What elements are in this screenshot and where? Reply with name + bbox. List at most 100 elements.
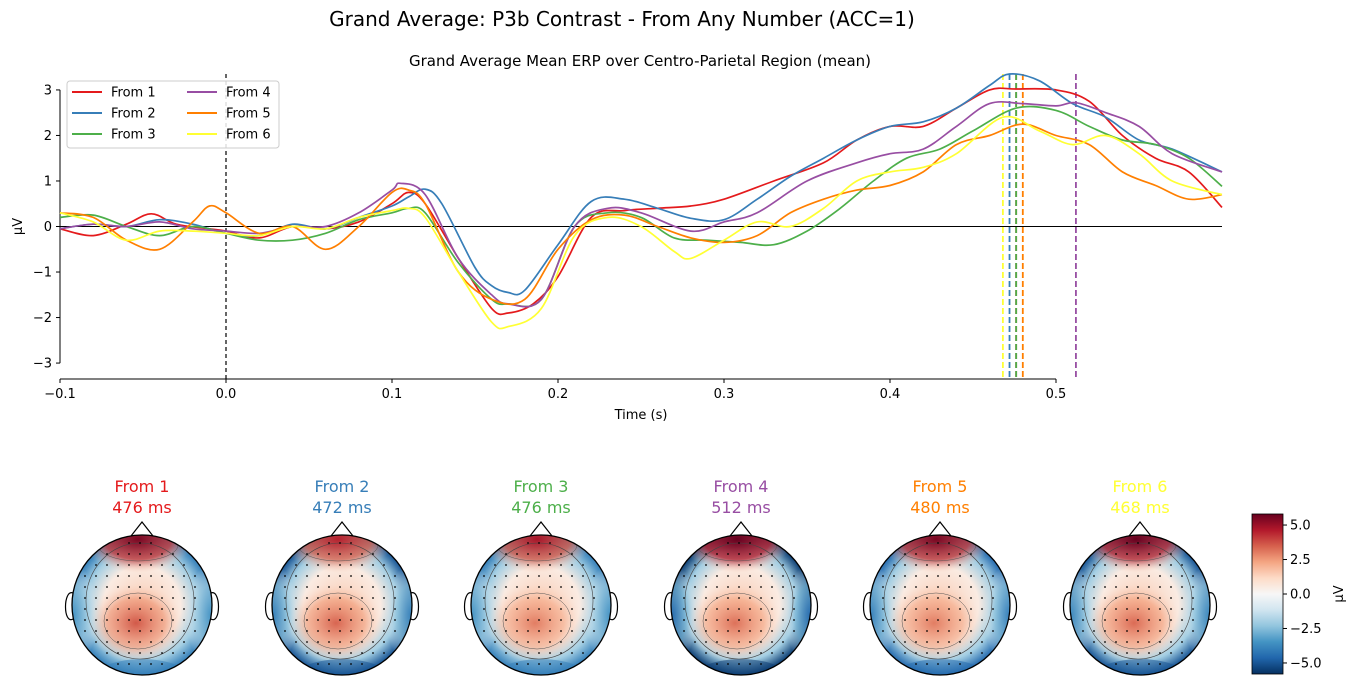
- electrode-dot: [970, 619, 972, 621]
- electrode-dot: [95, 564, 97, 566]
- figure-suptitle: Grand Average: P3b Contrast - From Any N…: [329, 7, 915, 31]
- electrode-dot: [560, 564, 562, 566]
- electrode-dot: [117, 630, 119, 632]
- electrode-dot: [705, 630, 707, 632]
- electrode-dot: [128, 652, 130, 654]
- electrode-dot: [128, 586, 130, 588]
- electrode-dot: [317, 575, 319, 577]
- electrode-dot: [194, 630, 196, 632]
- electrode-dot: [339, 542, 341, 544]
- electrode-dot: [84, 630, 86, 632]
- electrode-dot: [350, 553, 352, 555]
- x-tick-label: 0.5: [1046, 387, 1067, 402]
- head-outline: [271, 534, 413, 676]
- electrode-dot: [970, 597, 972, 599]
- electrode-dot: [383, 586, 385, 588]
- field-parietal: [88, 583, 184, 663]
- electrode-dot: [161, 608, 163, 610]
- topomap-from-5: From 5 480 ms: [862, 477, 1018, 676]
- electrode-dot: [350, 586, 352, 588]
- electrode-dot: [194, 597, 196, 599]
- x-tick-label: 0.4: [880, 387, 901, 402]
- electrode-dot: [350, 652, 352, 654]
- electrode-dot: [893, 564, 895, 566]
- electrode-dot: [84, 597, 86, 599]
- electrode-dot: [1082, 619, 1084, 621]
- electrode-dot: [1170, 608, 1172, 610]
- electrode-dot: [150, 564, 152, 566]
- head-outline: [670, 534, 812, 676]
- electrode-dot: [538, 630, 540, 632]
- electrode-dot: [183, 564, 185, 566]
- electrode-dot: [372, 608, 374, 610]
- colorbar-gradient: [1251, 513, 1284, 675]
- electrode-dot: [527, 553, 529, 555]
- electrode-dot: [959, 608, 961, 610]
- electrode-dot: [915, 619, 917, 621]
- electrode-dot: [1181, 586, 1183, 588]
- electrode-dot: [959, 630, 961, 632]
- electrode-dot: [350, 619, 352, 621]
- electrode-dot: [394, 630, 396, 632]
- electrode-dot: [494, 630, 496, 632]
- electrode-dot: [84, 608, 86, 610]
- electrode-dot: [1104, 630, 1106, 632]
- colorbar-tick-label: −2.5: [1290, 622, 1322, 637]
- electrode-dot: [1170, 553, 1172, 555]
- electrode-dot: [95, 608, 97, 610]
- electrode-dot: [128, 542, 130, 544]
- field-frontal: [481, 535, 593, 573]
- electrode-dot: [317, 630, 319, 632]
- topomap-time-label: 472 ms: [312, 498, 372, 517]
- electrode-dot: [306, 597, 308, 599]
- electrode-dot: [284, 586, 286, 588]
- electrode-dot: [1159, 564, 1161, 566]
- head-nose: [928, 521, 952, 537]
- electrode-dot: [959, 619, 961, 621]
- electrode-dot: [1181, 619, 1183, 621]
- chart-title: Grand Average Mean ERP over Centro-Parie…: [409, 52, 871, 70]
- erp-line-chart: Grand Average Mean ERP over Centro-Parie…: [11, 52, 1223, 423]
- electrode-dot: [727, 564, 729, 566]
- electrode-dot: [749, 542, 751, 544]
- electrode-dot: [981, 619, 983, 621]
- electrode-dot: [560, 553, 562, 555]
- electrode-dot: [150, 542, 152, 544]
- electrode-dot: [915, 641, 917, 643]
- electrode-dot: [549, 553, 551, 555]
- electrode-dot: [582, 564, 584, 566]
- legend-label: From 3: [111, 128, 156, 143]
- electrode-dot: [683, 575, 685, 577]
- electrode-dot: [694, 597, 696, 599]
- electrode-dot: [915, 564, 917, 566]
- head-nose: [729, 521, 753, 537]
- electrode-dot: [593, 608, 595, 610]
- electrode-dot: [1170, 630, 1172, 632]
- electrode-dot: [128, 619, 130, 621]
- electrode-dot: [1170, 575, 1172, 577]
- electrode-dot: [560, 608, 562, 610]
- electrode-dot: [948, 619, 950, 621]
- electrode-dot: [992, 575, 994, 577]
- electrode-dot: [328, 663, 330, 665]
- electrode-dot: [782, 619, 784, 621]
- electrode-dot: [782, 575, 784, 577]
- electrode-dot: [937, 608, 939, 610]
- electrode-dot: [893, 619, 895, 621]
- electrode-dot: [1104, 608, 1106, 610]
- electrode-dot: [771, 652, 773, 654]
- electrode-dot: [339, 597, 341, 599]
- electrode-dot: [84, 586, 86, 588]
- electrode-dot: [350, 663, 352, 665]
- electrode-dot: [1192, 630, 1194, 632]
- electrode-dot: [926, 586, 928, 588]
- electrode-dot: [1181, 652, 1183, 654]
- electrode-dot: [150, 608, 152, 610]
- electrode-dot: [505, 597, 507, 599]
- electrode-dot: [1093, 641, 1095, 643]
- electrode-dot: [516, 641, 518, 643]
- electrode-dot: [716, 630, 718, 632]
- electrode-dot: [970, 630, 972, 632]
- electrode-dot: [738, 641, 740, 643]
- electrode-dot: [948, 564, 950, 566]
